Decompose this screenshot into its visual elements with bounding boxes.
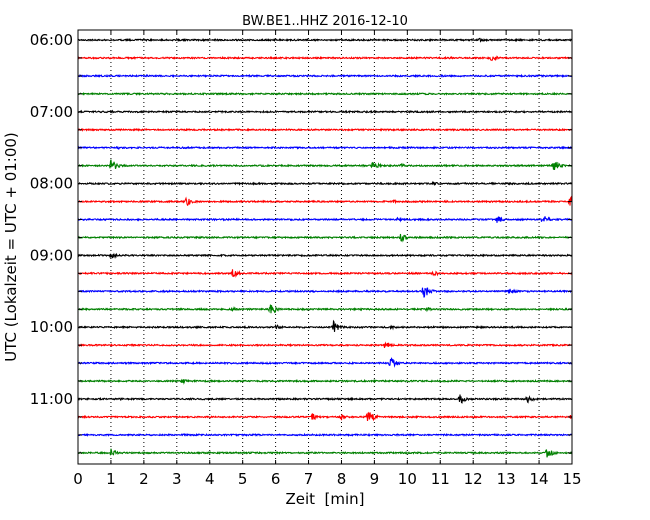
trace-row-0615 [77, 55, 573, 62]
traces [77, 37, 573, 458]
y-tick-label: 08:00 [30, 175, 73, 193]
y-tick-label: 06:00 [30, 31, 73, 49]
trace-row-0945 [78, 304, 573, 314]
x-tick-label: 8 [337, 470, 347, 488]
trace-row-1045 [77, 378, 573, 385]
x-tick-label: 5 [238, 470, 248, 488]
trace-row-0930 [77, 287, 573, 298]
trace-row-0815 [77, 195, 573, 207]
trace-row-0630 [77, 73, 573, 79]
trace-row-1030 [78, 357, 573, 368]
x-tick-label: 2 [139, 470, 149, 488]
y-tick-label: 07:00 [30, 103, 73, 121]
x-tick-label: 4 [205, 470, 215, 488]
trace-row-0915 [77, 269, 573, 278]
x-tick-label: 7 [304, 470, 314, 488]
trace-row-1145 [77, 448, 573, 458]
y-tick-label: 11:00 [30, 390, 73, 408]
plot-frame [77, 29, 573, 465]
x-tick-label: 11 [431, 470, 450, 488]
x-tick-label: 14 [530, 470, 549, 488]
x-tick-label: 3 [172, 470, 182, 488]
trace-row-0700 [77, 109, 573, 115]
grid-lines [110, 30, 540, 464]
x-tick-label: 15 [562, 470, 581, 488]
trace-row-0900 [77, 252, 573, 259]
trace-row-0730 [77, 145, 573, 150]
trace-row-0800 [77, 180, 573, 186]
trace-row-0645 [77, 91, 573, 96]
trace-row-1130 [77, 432, 572, 437]
x-tick-label: 6 [271, 470, 281, 488]
x-tick-label: 12 [464, 470, 483, 488]
trace-row-0600 [77, 37, 573, 43]
trace-row-1000 [77, 319, 573, 332]
x-axis-label: Zeit [min] [285, 490, 364, 508]
trace-row-1115 [77, 411, 573, 422]
x-axis: 0 1 2 3 4 5 6 7 8 9 10 11 12 13 14 15 [73, 30, 582, 488]
trace-row-0845 [77, 233, 573, 243]
trace-row-0830 [77, 216, 573, 223]
trace-row-1015 [77, 341, 573, 348]
y-axis-label: UTC (Lokalzeit = UTC + 01:00) [2, 132, 20, 362]
y-axis: 06:00 07:00 08:00 09:00 10:00 11:00 [30, 31, 572, 454]
x-tick-label: 10 [398, 470, 417, 488]
x-tick-label: 13 [497, 470, 516, 488]
chart-title: BW.BE1..HHZ 2016-12-10 [242, 14, 408, 29]
y-tick-label: 10:00 [30, 318, 73, 336]
trace-row-0745 [77, 159, 573, 170]
x-tick-label: 1 [106, 470, 116, 488]
x-tick-label: 9 [370, 470, 380, 488]
trace-row-0715 [77, 127, 573, 132]
y-tick-label: 09:00 [30, 246, 73, 264]
trace-row-1100 [77, 394, 573, 404]
x-tick-label: 0 [73, 470, 83, 488]
